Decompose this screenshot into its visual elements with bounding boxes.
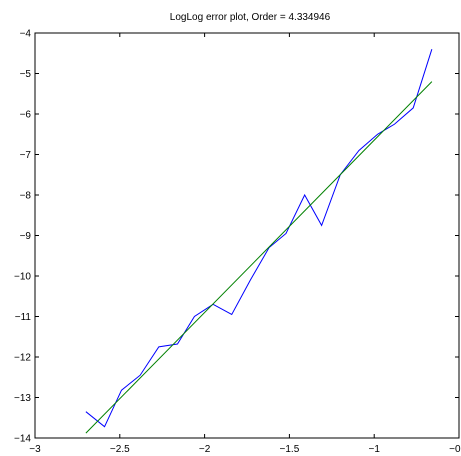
y-tick-label: −4 xyxy=(20,29,32,40)
y-tick-label: −5 xyxy=(20,69,32,80)
plot-area xyxy=(34,32,460,439)
x-tick-label: −2 xyxy=(199,444,211,455)
y-tick-label: −14 xyxy=(14,434,31,445)
axis-ticks: −3 −2.5 −2 −1.5 −1 −0.5 −14 −13 −12 −11 −10 −9 −8 −7 −… xyxy=(14,29,461,456)
fit-line xyxy=(85,81,433,434)
chart-title: LogLog error plot, Order = 4.334946 xyxy=(170,12,331,23)
y-tick-label: −13 xyxy=(14,393,31,404)
x-tick-label: −3 xyxy=(29,444,41,455)
y-tick-label: −7 xyxy=(20,150,32,161)
series-layer xyxy=(85,49,433,434)
y-tick-label: −10 xyxy=(14,272,31,283)
x-tick-label: −1 xyxy=(368,444,380,455)
error-data-line xyxy=(85,49,433,428)
y-tick-label: −9 xyxy=(20,231,32,242)
x-tick-label: −0.5 xyxy=(449,444,461,455)
y-tick-label: −6 xyxy=(20,110,32,121)
y-tick-label: −12 xyxy=(14,353,31,364)
y-tick-label: −8 xyxy=(20,191,32,202)
y-tick-label: −11 xyxy=(15,312,32,323)
x-tick-label: −2.5 xyxy=(110,444,130,455)
x-tick-label: −1.5 xyxy=(280,444,300,455)
